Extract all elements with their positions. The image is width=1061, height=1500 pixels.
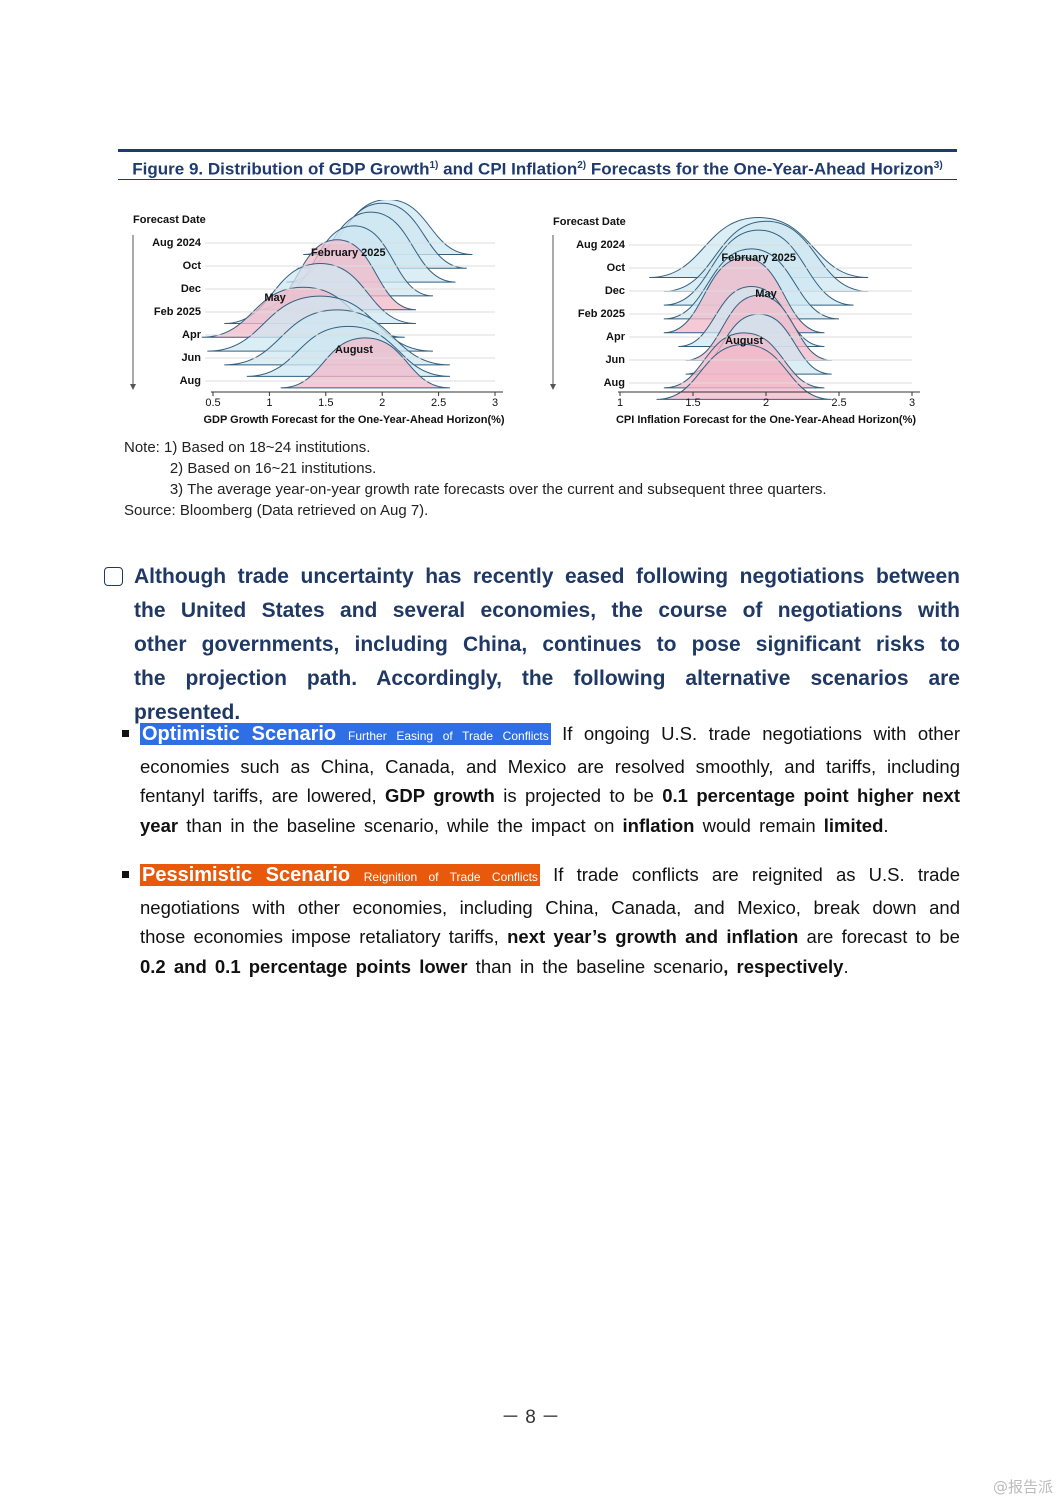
- scenario-text: are forecast to be: [798, 926, 960, 947]
- scenario-text: If trade conflicts are reignited as U.S.…: [140, 864, 960, 947]
- scenario-tag: Pessimistic Scenario Reignition of Trade…: [140, 864, 540, 886]
- annotation: February 2025: [311, 247, 386, 259]
- note-line: 2) Based on 16~21 institutions.: [124, 460, 377, 477]
- scenario-text: .: [883, 814, 889, 836]
- date-label: Aug: [604, 377, 625, 389]
- scenario-label: Optimistic Scenario: [142, 723, 337, 745]
- x-tick-label: 3: [492, 397, 498, 409]
- title-part: and CPI Inflation: [438, 159, 578, 179]
- scenario-text: limited: [823, 814, 884, 836]
- annotation: August: [335, 344, 373, 356]
- scenario-text: If ongoing U.S. trade negotiations with …: [140, 723, 960, 806]
- page-number: － 8 －: [500, 1407, 561, 1428]
- date-label: Aug 2024: [576, 239, 626, 251]
- date-label: Oct: [183, 260, 202, 272]
- scenario-text: .: [843, 955, 849, 977]
- scenario-text: , respectively: [723, 955, 844, 977]
- x-tick-label: 1.5: [685, 397, 700, 409]
- date-label: Oct: [607, 262, 626, 274]
- figure-title: Figure 9. Distribution of GDP Growth1) a…: [118, 149, 957, 180]
- date-header: Forecast Date: [553, 216, 626, 228]
- scenario-text: 0.2 and 0.1 percentage points lower: [140, 955, 468, 977]
- title-part: 3): [933, 160, 943, 171]
- x-tick-label: 1: [617, 397, 623, 409]
- bullet-icon: [122, 871, 129, 878]
- scenario-text: than in the baseline scenario, while the…: [178, 814, 623, 836]
- date-label: Dec: [605, 285, 625, 297]
- main-point-text: Although trade uncertainty has recently …: [134, 565, 960, 724]
- scenario-text: would remain: [694, 814, 824, 836]
- title-part: 1): [429, 160, 439, 171]
- note-line: Note: 1) Based on 18~24 institutions.: [124, 439, 371, 456]
- date-label: Jun: [605, 354, 625, 366]
- scenario-sublabel: Further Easing of Trade Conflicts: [348, 729, 549, 743]
- annotation: August: [725, 335, 763, 347]
- x-tick-label: 3: [909, 397, 915, 409]
- title-part: Figure 9. Distribution of GDP Growth: [132, 159, 430, 179]
- watermark: @报告派: [992, 1478, 1053, 1496]
- x-tick-label: 2: [763, 397, 769, 409]
- note-line: Source: Bloomberg (Data retrieved on Aug…: [124, 502, 429, 519]
- checkbox-icon: [104, 567, 123, 586]
- x-tick-label: 2.5: [831, 397, 846, 409]
- gdp-ridgeline-chart: Forecast Date Aug 2024 Oct Dec Feb 2025 Apr Ju…: [130, 200, 505, 426]
- scenario-text: GDP growth: [385, 785, 495, 806]
- date-label: Aug: [180, 375, 201, 387]
- x-tick-label: 2.5: [431, 397, 446, 409]
- x-tick-label: 1: [266, 397, 272, 409]
- x-tick-label: 0.5: [205, 397, 220, 409]
- figure-notes: Note: 1) Based on 18~24 institutions. 2)…: [124, 437, 827, 521]
- title-part: 2): [577, 160, 587, 171]
- scenario-bullet: Optimistic Scenario Further Easing of Tr…: [122, 719, 960, 840]
- arrow-head: [550, 384, 556, 390]
- date-label: Dec: [181, 283, 201, 295]
- date-header: Forecast Date: [133, 214, 206, 226]
- x-tick-label: 2: [379, 397, 385, 409]
- scenario-text: inflation: [622, 814, 695, 836]
- scenario-sublabel: Reignition of Trade Conflicts: [363, 870, 538, 884]
- date-label: Apr: [182, 329, 202, 341]
- scenario-bullet: Pessimistic Scenario Reignition of Trade…: [122, 860, 960, 981]
- scenario-text: is projected to be: [494, 785, 663, 806]
- annotation: February 2025: [721, 252, 796, 264]
- x-tick-label: 1.5: [318, 397, 333, 409]
- x-axis-title: CPI Inflation Forecast for the One-Year-…: [616, 414, 916, 426]
- cpi-ridgeline-chart: Forecast Date Aug 2024 Oct Dec Feb 2025 Apr Ju…: [550, 216, 920, 426]
- date-label: Feb 2025: [154, 306, 201, 318]
- arrow-head: [130, 384, 136, 390]
- date-label: Jun: [181, 352, 201, 364]
- main-point: Although trade uncertainty has recently …: [104, 560, 960, 730]
- date-label: Aug 2024: [152, 237, 202, 249]
- date-label: Apr: [606, 331, 626, 343]
- note-line: 3) The average year-on-year growth rate …: [124, 481, 827, 498]
- annotation: May: [264, 292, 286, 304]
- scenario-tag: Optimistic Scenario Further Easing of Tr…: [140, 723, 551, 745]
- scenario-label: Pessimistic Scenario: [142, 864, 351, 886]
- scenario-text: than in the baseline scenario: [467, 955, 724, 977]
- x-axis-title: GDP Growth Forecast for the One-Year-Ahe…: [203, 414, 504, 426]
- scenario-text: 0.1 percentage point higher next year: [140, 785, 960, 836]
- title-part: Forecasts for the One-Year-Ahead Horizon: [586, 159, 934, 179]
- annotation: May: [755, 288, 777, 300]
- date-label: Feb 2025: [578, 308, 625, 320]
- bullet-icon: [122, 730, 129, 737]
- scenario-text: next year’s growth and inflation: [507, 926, 799, 947]
